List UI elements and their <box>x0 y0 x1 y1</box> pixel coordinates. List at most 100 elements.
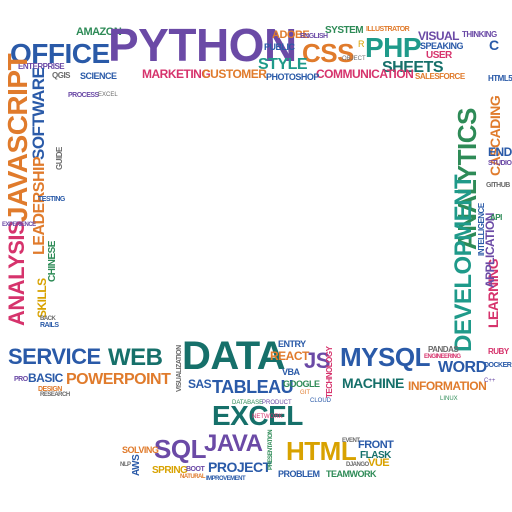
word-api: API <box>490 213 502 222</box>
word-style: STYLE <box>258 56 308 73</box>
word-information: INFORMATION <box>408 379 487 393</box>
word-communication: COMMUNICATION <box>316 67 414 81</box>
word-science: SCIENCE <box>80 71 117 81</box>
word-photoshop: PHOTOSHOP <box>266 72 319 82</box>
word-testing: TESTING <box>38 196 65 203</box>
word-database: DATABASE <box>232 400 264 406</box>
word-c: C <box>489 37 499 53</box>
word-google: GOOGLE <box>283 379 320 389</box>
word-teamwork: TEAMWORK <box>326 469 377 479</box>
word-sheets: SHEETS <box>382 59 444 76</box>
word-js: JS <box>304 348 330 373</box>
word-problem: PROBLEM <box>278 469 320 479</box>
word-excel: EXCEL <box>212 400 303 431</box>
word-boot: BOOT <box>186 466 205 473</box>
word-solving: SOLVING <box>122 445 159 455</box>
word-react: REACT <box>270 349 309 363</box>
word-tableau: TABLEAU <box>212 377 294 397</box>
word-intelligence: INTELLIGENCE <box>477 203 486 256</box>
word-django: DJANGO <box>346 462 369 468</box>
word-python: PYTHON <box>108 19 297 71</box>
word-vue: VUE <box>368 457 390 469</box>
word-process: PROCESS <box>68 92 99 99</box>
word-studio: STUDIO <box>488 160 512 167</box>
word-object: OBJECT <box>342 56 366 62</box>
word-enterprise: ENTERPRISE <box>18 62 65 71</box>
word-product: PRODUCT <box>262 400 292 406</box>
word-english: ENGLISH <box>300 33 328 40</box>
word-git: GIT <box>300 390 310 396</box>
word-leadership: LEADERSHIP <box>31 156 48 255</box>
word-excel2: EXCEL <box>98 92 118 98</box>
word-project: PROJECT <box>208 459 271 475</box>
word-web: WEB <box>108 344 163 371</box>
word-flask: FLASK <box>360 450 391 461</box>
word-speaking: SPEAKING <box>420 41 464 51</box>
word-css: CSS <box>302 38 354 68</box>
word-php: PHP <box>365 32 422 63</box>
word-network: NETWORK <box>252 414 283 420</box>
word-customer: CUSTOMER <box>202 67 267 81</box>
word-sql: SQL <box>154 434 206 464</box>
word-public: PUBLIC <box>264 42 295 52</box>
word-service: SERVICE <box>8 344 101 369</box>
word-design: DESIGN <box>38 386 62 393</box>
word-event: EVENT <box>342 438 360 444</box>
word-thinking: THINKING <box>462 30 497 39</box>
word-qgis: QGIS <box>52 71 71 80</box>
word-chinese: CHINESE <box>47 241 58 282</box>
word-visual: VISUAL <box>418 29 460 43</box>
word-office: OFFICE <box>10 38 110 69</box>
word-entry: ENTRY <box>278 339 306 349</box>
word-salesforce: SALESFORCE <box>415 72 465 81</box>
word-adobe: ADOBE <box>272 29 310 41</box>
word-c-plus: C++ <box>484 378 496 384</box>
word-powerpoint: POWERPOINT <box>66 371 171 388</box>
word-back: BACK <box>40 316 56 322</box>
word-engineering: ENGINEERING <box>424 354 461 360</box>
word-cloud: CLOUD <box>310 398 332 404</box>
word-mysql: MYSQL <box>340 342 430 372</box>
word-javascript: JAVASCRIPT <box>2 53 33 222</box>
word-docker: DOCKER <box>484 362 512 369</box>
word-aws: AWS <box>131 454 142 476</box>
word-r: R <box>358 39 365 49</box>
word-improvement: IMPROVEMENT <box>206 476 246 482</box>
word-end: END <box>488 145 512 159</box>
word-pandas: PANDAS <box>428 345 459 354</box>
word-software: SOFTWARE <box>29 67 48 160</box>
word-nlp: NLP <box>120 462 131 468</box>
word-analysis: ANALYSIS <box>4 220 29 326</box>
word-user: USER <box>426 50 452 61</box>
word-presentation: PRESENTATION <box>268 429 274 470</box>
word-sas: SAS <box>188 377 212 391</box>
word-skills: SKILLS <box>35 278 49 318</box>
word-guide: GUIDE <box>55 147 64 170</box>
word-machine: MACHINE <box>342 375 404 391</box>
word-illustrator: ILLUSTRATOR <box>366 26 410 33</box>
word-linux: LINUX <box>440 396 458 402</box>
word-visualization: VISUALIZATION <box>176 345 183 392</box>
word-vba: VBA <box>282 367 300 377</box>
word-amazon: AMAZON <box>76 26 122 38</box>
word-marketing: MARKETING <box>142 67 211 81</box>
word-rails: RAILS <box>40 322 59 329</box>
word-natural: NATURAL <box>180 474 206 480</box>
word-front: FRONT <box>358 439 394 451</box>
word-spring: SPRING <box>152 465 188 476</box>
word-html: HTML <box>286 436 357 466</box>
word-development: DEVELOPMENT <box>450 174 477 352</box>
word-word: WORD <box>438 359 487 376</box>
word-system: SYSTEM <box>325 25 364 36</box>
word-github: GITHUB <box>486 182 510 189</box>
word-experience: EXPERIENCE <box>2 222 36 228</box>
word-java: JAVA <box>204 430 263 457</box>
word-basic: BASIC <box>28 371 63 385</box>
word-research: RESEARCH <box>40 392 70 398</box>
word-html5: HTML5 <box>488 74 512 83</box>
word-data: DATA <box>182 334 286 378</box>
word-pro: PRO <box>14 376 28 383</box>
word-technology: TECHNOLOGY <box>325 346 334 398</box>
word-ruby: RUBY <box>488 347 509 356</box>
